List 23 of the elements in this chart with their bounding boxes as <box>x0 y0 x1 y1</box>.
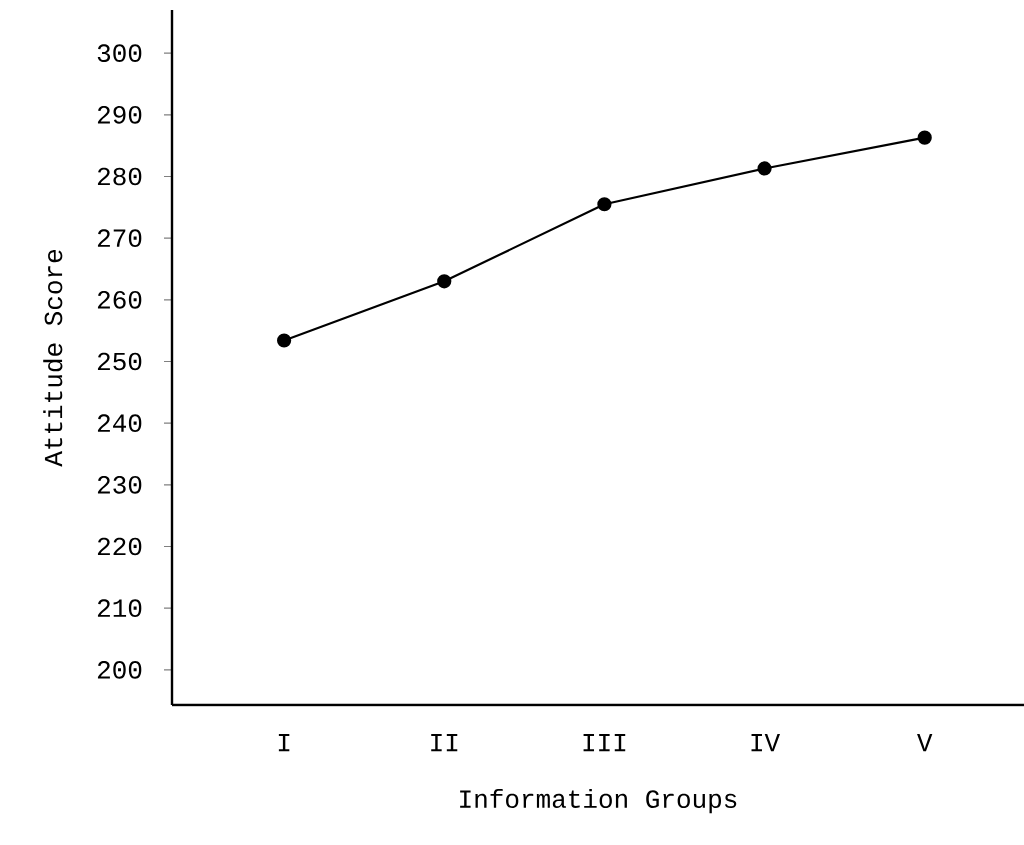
y-tick-label: 230 <box>97 475 142 494</box>
point <box>757 161 772 176</box>
x-tick-label: IV <box>751 734 781 752</box>
y-axis-title: Attitude Score <box>43 250 63 467</box>
x-tick-label: V <box>917 734 933 752</box>
point <box>277 333 292 348</box>
y-tick-label: 240 <box>97 414 142 432</box>
y-tick-label: 210 <box>97 599 142 617</box>
point <box>437 274 452 289</box>
y-tick-label: 250 <box>97 352 142 371</box>
x-tick-label: I <box>278 734 290 752</box>
point <box>597 197 612 212</box>
y-tick-label: 290 <box>97 105 142 124</box>
y-tick-label: 270 <box>97 229 142 247</box>
y-tick-label: 260 <box>97 290 142 309</box>
y-tick-label: 220 <box>97 537 142 556</box>
point <box>917 130 932 145</box>
x-axis-title: Information Groups <box>460 788 737 814</box>
x-tick-label: III <box>583 734 626 752</box>
x-tick-label: II <box>431 734 458 752</box>
y-tick-label: 280 <box>97 167 142 186</box>
y-tick-label: 300 <box>97 44 142 62</box>
y-tick-label: 200 <box>97 661 142 679</box>
